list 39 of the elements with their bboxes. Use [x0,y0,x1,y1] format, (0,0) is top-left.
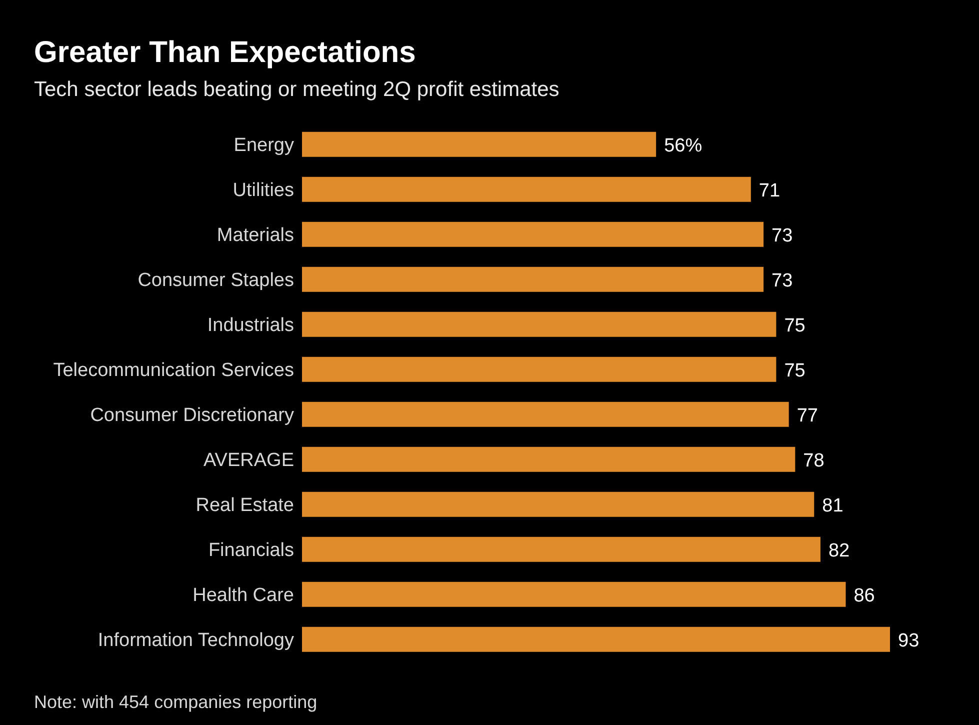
y-tick-label: Materials [216,225,294,246]
data-label: 93 [898,630,920,652]
y-tick-label: Consumer Discretionary [90,405,294,426]
y-tick-label: Energy [234,135,294,156]
bar [302,536,820,562]
data-label: 81 [822,495,844,516]
y-tick-label: Utilities [232,180,294,202]
bar [302,132,656,157]
bar [302,446,796,472]
data-label: 78 [803,450,824,472]
bar [302,176,751,202]
y-tick-label: Health Care [192,585,294,606]
data-label: 75 [784,360,806,382]
y-tick-label: Information Technology [98,630,294,652]
bar [302,222,764,247]
bar [302,626,890,652]
chart-title: Greater Than Expectations [34,36,416,70]
y-tick-label: Consumer Staples [138,270,294,292]
text: Note: with 454 companies reporting [34,692,318,713]
y-tick-label: Real Estate [196,495,294,516]
bar [302,492,814,517]
data-label: 73 [772,270,793,292]
data-label: 75 [784,315,806,336]
data-label: 77 [796,405,818,426]
bar [302,312,776,337]
bar [302,402,789,427]
y-tick-label: Telecommunication Services [53,360,294,382]
y-tick-label: Industrials [207,315,294,336]
chart-subtitle: Tech sector leads beating or meeting 2Q profit estimates [34,78,560,102]
data-label: 86 [854,585,875,606]
data-label: 73 [772,225,793,246]
y-tick-label: AVERAGE [204,450,294,472]
bar [302,582,846,607]
data-label: 82 [828,540,850,562]
bar [302,266,764,292]
data-label: 71 [758,180,780,202]
y-tick-label: Financials [208,540,294,562]
data-label: 56% [664,135,702,156]
bar [302,356,776,382]
